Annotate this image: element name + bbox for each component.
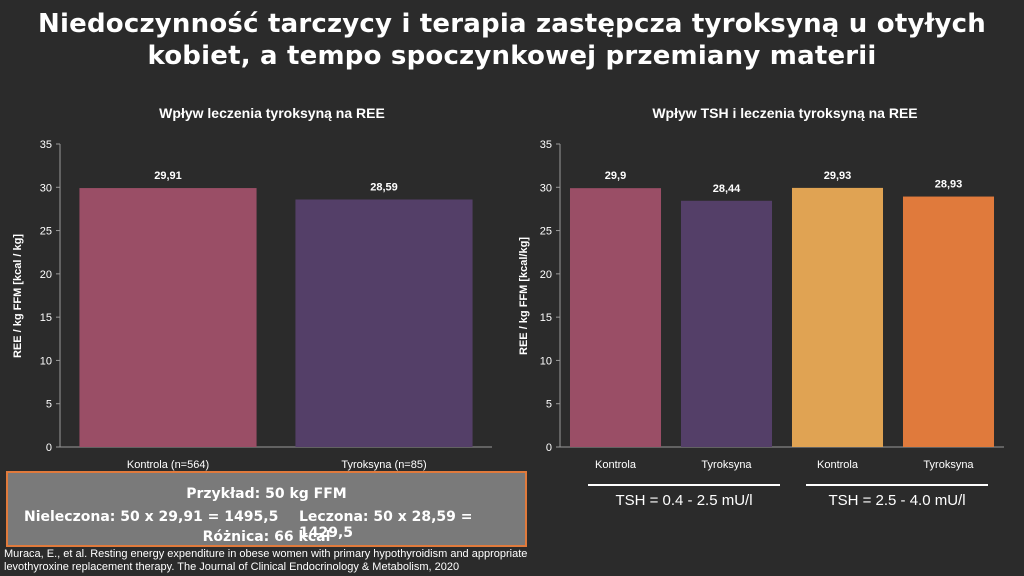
example-callout: Przykład: 50 kg FFM Nieleczona: 50 x 29,… [6,471,527,547]
right-chart-y-tick-label: 35 [540,139,552,151]
right-chart-y-tick-label: 20 [540,269,552,281]
right-chart-y-tick-label: 5 [546,399,552,411]
left-chart-bar [295,199,473,447]
page-title-line1: Niedoczynność tarczycy i terapia zastępc… [38,9,986,39]
left-chart-y-tick-label: 10 [40,355,52,367]
left-chart-title: Wpływ leczenia tyroksyną na REE [159,105,385,121]
right-chart-data-label: 29,9 [605,170,626,182]
callout-treated: Leczona: 50 x 28,59 = 1429,5 [299,509,473,541]
left-chart-data-label: 28,59 [370,181,398,193]
right-chart-y-tick-label: 0 [546,442,552,454]
right-chart-data-label: 28,93 [935,179,963,191]
left-chart-y-tick-label: 35 [40,139,52,151]
page-title: Niedoczynność tarczycy i terapia zastępc… [0,8,1024,72]
left-chart-y-tick-label: 0 [46,442,52,454]
chart-right: Wpływ TSH i leczenia tyroksyną na REE 0 5 1… [518,105,1004,471]
left-chart-x-tick-label: Kontrola (n=564) [127,459,209,471]
right-chart-y-tick-label: 25 [540,226,552,238]
chart-left: Wpływ leczenia tyroksyną na REE 0 5 10 15 20 2… [12,105,492,471]
tsh-group2-underline [806,484,988,486]
citation: Muraca, E., et al. Resting energy expend… [4,548,527,574]
right-chart-bar [902,196,995,447]
left-chart-y-tick-label: 25 [40,226,52,238]
right-chart-bar [791,187,884,447]
right-chart-x-tick-label: Kontrola [595,459,637,471]
right-chart-y-tick-label: 15 [540,312,552,324]
right-chart-x-tick-label: Tyroksyna [701,459,752,471]
left-chart-y-tick-label: 20 [40,269,52,281]
left-chart-y-tick-label: 30 [40,182,52,194]
left-chart-x-tick-label: Tyroksyna (n=85) [341,459,426,471]
callout-difference: Różnica: 66 kcal [202,529,331,545]
right-chart-bar [680,200,773,447]
right-chart-x-tick-label: Tyroksyna [923,459,974,471]
tsh-group2-label: TSH = 2.5 - 4.0 mU/l [828,492,966,509]
left-chart-bar [79,188,257,447]
right-chart-data-label: 29,93 [824,170,852,182]
right-chart-bar [569,188,662,447]
right-chart-x-tick-label: Kontrola [817,459,859,471]
right-chart-y-tick-label: 30 [540,182,552,194]
left-chart-y-axis-label: REE / kg FFM [kcal / kg] [12,234,24,358]
page-title-line2: kobiet, a tempo spoczynkowej przemiany m… [147,41,877,71]
right-chart-data-label: 28,44 [713,183,741,195]
left-chart-y-tick-label: 15 [40,312,52,324]
callout-untreated: Nieleczona: 50 x 29,91 = 1495,5 [24,509,279,525]
tsh-group1-underline [588,484,780,486]
citation-line1: Muraca, E., et al. Resting energy expend… [4,548,528,560]
citation-line2: levothyroxine replacement therapy. The J… [4,561,460,573]
callout-line1: Przykład: 50 kg FFM [186,486,347,502]
right-chart-y-axis-label: REE / kg FFM [kcal/kg] [518,237,530,355]
left-chart-y-tick-label: 5 [46,399,52,411]
right-chart-title: Wpływ TSH i leczenia tyroksyną na REE [652,105,917,121]
right-chart-y-tick-label: 10 [540,355,552,367]
tsh-group1-label: TSH = 0.4 - 2.5 mU/l [615,492,753,509]
left-chart-data-label: 29,91 [154,170,182,182]
